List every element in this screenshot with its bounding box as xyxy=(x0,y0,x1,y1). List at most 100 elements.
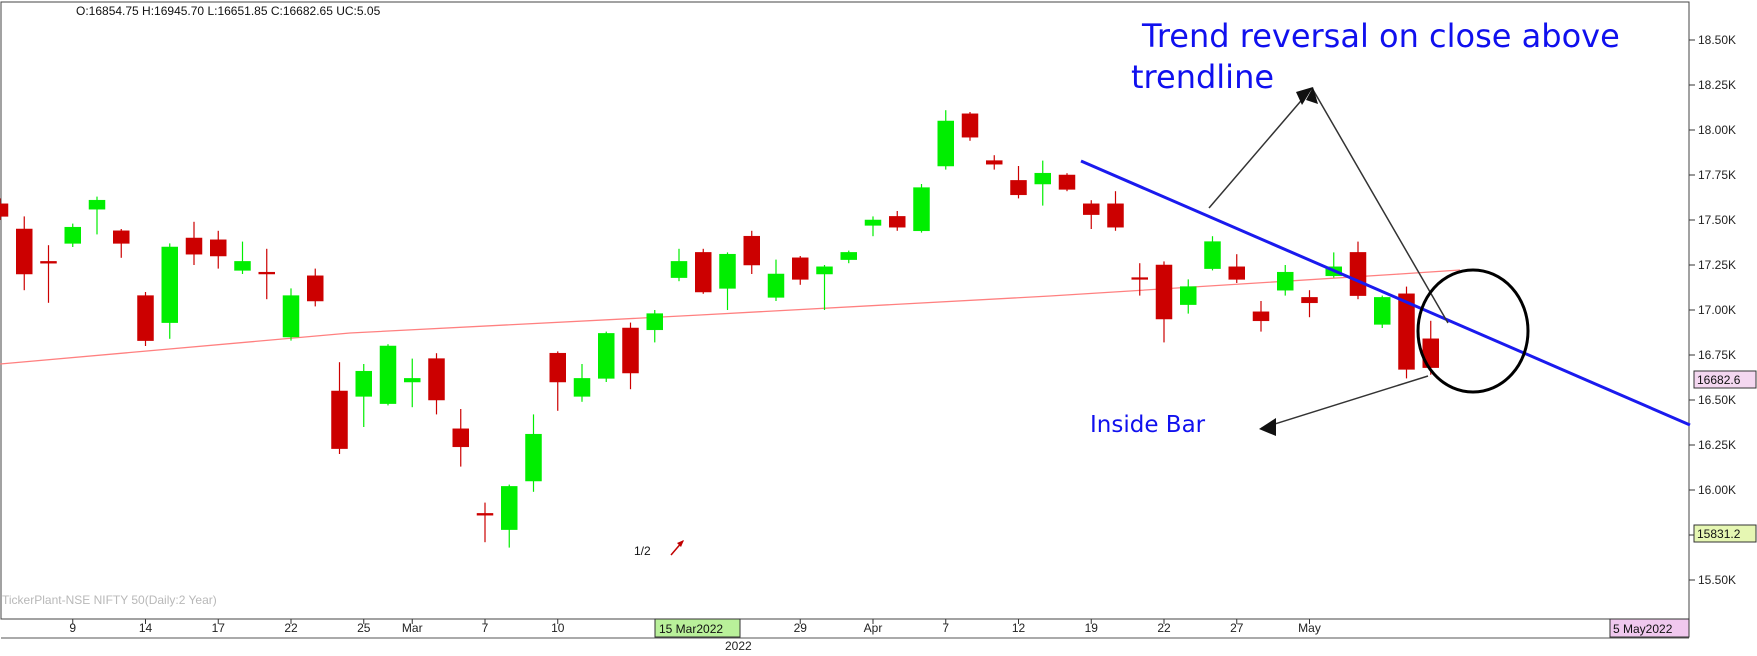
x-tick-label: 10 xyxy=(551,621,565,635)
candle-body xyxy=(646,313,663,331)
candle-body xyxy=(137,295,154,341)
y-tick-label: 18.00K xyxy=(1698,123,1736,137)
candle xyxy=(1252,301,1270,332)
y-tick-label: 17.50K xyxy=(1698,213,1736,227)
candle xyxy=(501,484,518,548)
trendline xyxy=(1080,159,1691,427)
candle-body xyxy=(185,237,203,255)
svg-text:16682.6: 16682.6 xyxy=(1697,373,1741,387)
x-tick-label: 12 xyxy=(1012,621,1026,635)
candle-body xyxy=(1374,297,1391,325)
candle xyxy=(767,259,785,301)
candle xyxy=(1155,261,1173,343)
candle-body xyxy=(670,261,688,278)
candle-body xyxy=(282,295,300,338)
candle-body xyxy=(1204,241,1221,269)
candle xyxy=(64,223,81,247)
candle xyxy=(331,362,348,454)
x-tick-label: 27 xyxy=(1230,621,1244,635)
candles xyxy=(0,110,1439,548)
arrow-head-inside-bar xyxy=(1259,418,1276,436)
candle xyxy=(695,248,712,294)
candle-body xyxy=(452,428,469,448)
y-tick-label: 16.25K xyxy=(1698,438,1736,452)
x-tick-label: 17 xyxy=(212,621,226,635)
candle-body xyxy=(379,345,397,404)
candle xyxy=(549,351,566,411)
candle xyxy=(161,243,178,339)
candle xyxy=(622,322,639,390)
candle-body xyxy=(864,219,882,226)
candle-body xyxy=(307,275,324,302)
y-tick-label: 17.75K xyxy=(1698,168,1736,182)
candle-body xyxy=(598,333,615,379)
candle-body xyxy=(549,352,566,383)
moving-average-polyline xyxy=(0,269,1461,365)
end-date-badge: 5 May2022 xyxy=(1609,618,1690,638)
candle-body xyxy=(1252,311,1270,322)
candle-body xyxy=(961,113,979,138)
candle-body xyxy=(816,266,833,275)
svg-text:5 May2022: 5 May2022 xyxy=(1613,622,1673,636)
candle-body xyxy=(525,433,542,482)
candle xyxy=(1058,173,1076,192)
candle xyxy=(816,265,833,310)
candle-body xyxy=(1180,286,1197,305)
candle-body xyxy=(0,203,9,217)
x-tick-label: 29 xyxy=(794,621,808,635)
candle-body xyxy=(1349,252,1367,296)
candle xyxy=(986,155,1003,170)
candle xyxy=(743,230,760,274)
candle xyxy=(864,216,882,237)
candle-body xyxy=(792,257,809,280)
candle-body xyxy=(719,253,736,289)
y-tick-label: 17.00K xyxy=(1698,303,1736,317)
candle xyxy=(670,248,688,282)
candle xyxy=(258,248,275,300)
candle-body xyxy=(476,513,494,516)
y-axis: 15.50K15.75K16.00K16.25K16.50K16.75K17.0… xyxy=(1689,33,1736,587)
candle-body xyxy=(258,271,275,275)
candle xyxy=(1107,191,1124,231)
x-tick-label: 19 xyxy=(1085,621,1099,635)
inside-bar-annotation: Inside Bar xyxy=(1090,412,1206,438)
inside-bar-circle xyxy=(1416,268,1530,394)
year-label: 2022 xyxy=(725,639,752,653)
candle-body xyxy=(404,378,421,383)
y-tick-label: 15.50K xyxy=(1698,573,1736,587)
candle xyxy=(1131,263,1148,296)
ohlc-readout: O:16854.75 H:16945.70 L:16651.85 C:16682… xyxy=(76,4,381,18)
page-arrow-icon-head[interactable] xyxy=(677,540,684,547)
x-tick-label: 25 xyxy=(357,621,371,635)
candle xyxy=(1180,279,1197,314)
candle xyxy=(234,241,251,274)
candle-body xyxy=(1083,203,1100,215)
candle-body xyxy=(428,358,445,401)
candle xyxy=(1374,295,1391,328)
candle-body xyxy=(695,252,712,293)
candle xyxy=(1034,160,1051,206)
candle-body xyxy=(210,239,227,257)
x-tick-label: May xyxy=(1298,621,1321,635)
candle-body xyxy=(64,226,81,244)
candle xyxy=(355,364,372,427)
x-tick-label: Apr xyxy=(864,621,883,635)
candle-body xyxy=(1010,180,1027,196)
page-indicator[interactable]: 1/2 xyxy=(634,544,651,558)
candle-body xyxy=(913,187,930,232)
candle xyxy=(88,196,106,235)
candle xyxy=(1204,236,1221,271)
candle-body xyxy=(1058,174,1076,190)
candle xyxy=(792,256,809,285)
x-tick-label: 14 xyxy=(139,621,153,635)
y-tick-label: 17.25K xyxy=(1698,258,1736,272)
candle xyxy=(1301,290,1318,318)
candle-body xyxy=(622,327,639,374)
candle xyxy=(913,184,930,233)
candle-body xyxy=(1107,203,1124,228)
candle xyxy=(1349,241,1367,300)
candle xyxy=(598,331,615,382)
svg-text:15 Mar2022: 15 Mar2022 xyxy=(659,622,723,636)
candle-body xyxy=(986,160,1003,165)
